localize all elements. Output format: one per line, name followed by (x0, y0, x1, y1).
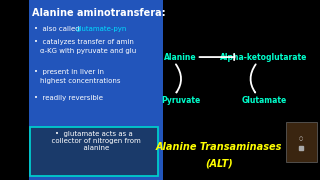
FancyBboxPatch shape (286, 122, 316, 162)
Text: •  glutamate acts as a
  collector of nitrogen from
  alanine: • glutamate acts as a collector of nitro… (47, 131, 141, 151)
Text: Glutamate: Glutamate (241, 96, 286, 105)
Text: Alpha-ketoglutarate: Alpha-ketoglutarate (220, 53, 308, 62)
FancyBboxPatch shape (29, 0, 163, 180)
Text: •  readily reversible: • readily reversible (34, 94, 103, 100)
Text: ○: ○ (299, 136, 303, 141)
FancyArrowPatch shape (251, 64, 256, 93)
Text: (ALT): (ALT) (205, 159, 233, 169)
Text: Alanine aminotransfera:: Alanine aminotransfera: (32, 8, 165, 18)
Text: •  also called: • also called (34, 26, 82, 32)
Text: glutamate-pyn: glutamate-pyn (75, 26, 126, 32)
Text: •  present in liver in: • present in liver in (34, 69, 104, 75)
Text: •  catalyzes transfer of amin: • catalyzes transfer of amin (34, 39, 133, 45)
Text: α-KG with pyruvate and glu: α-KG with pyruvate and glu (40, 48, 136, 54)
FancyBboxPatch shape (30, 127, 158, 176)
Text: Alanine: Alanine (164, 53, 197, 62)
Text: highest concentrations: highest concentrations (40, 78, 120, 84)
Text: Alanine Transaminases: Alanine Transaminases (156, 142, 282, 152)
Text: Pyruvate: Pyruvate (161, 96, 200, 105)
FancyArrowPatch shape (176, 64, 181, 93)
